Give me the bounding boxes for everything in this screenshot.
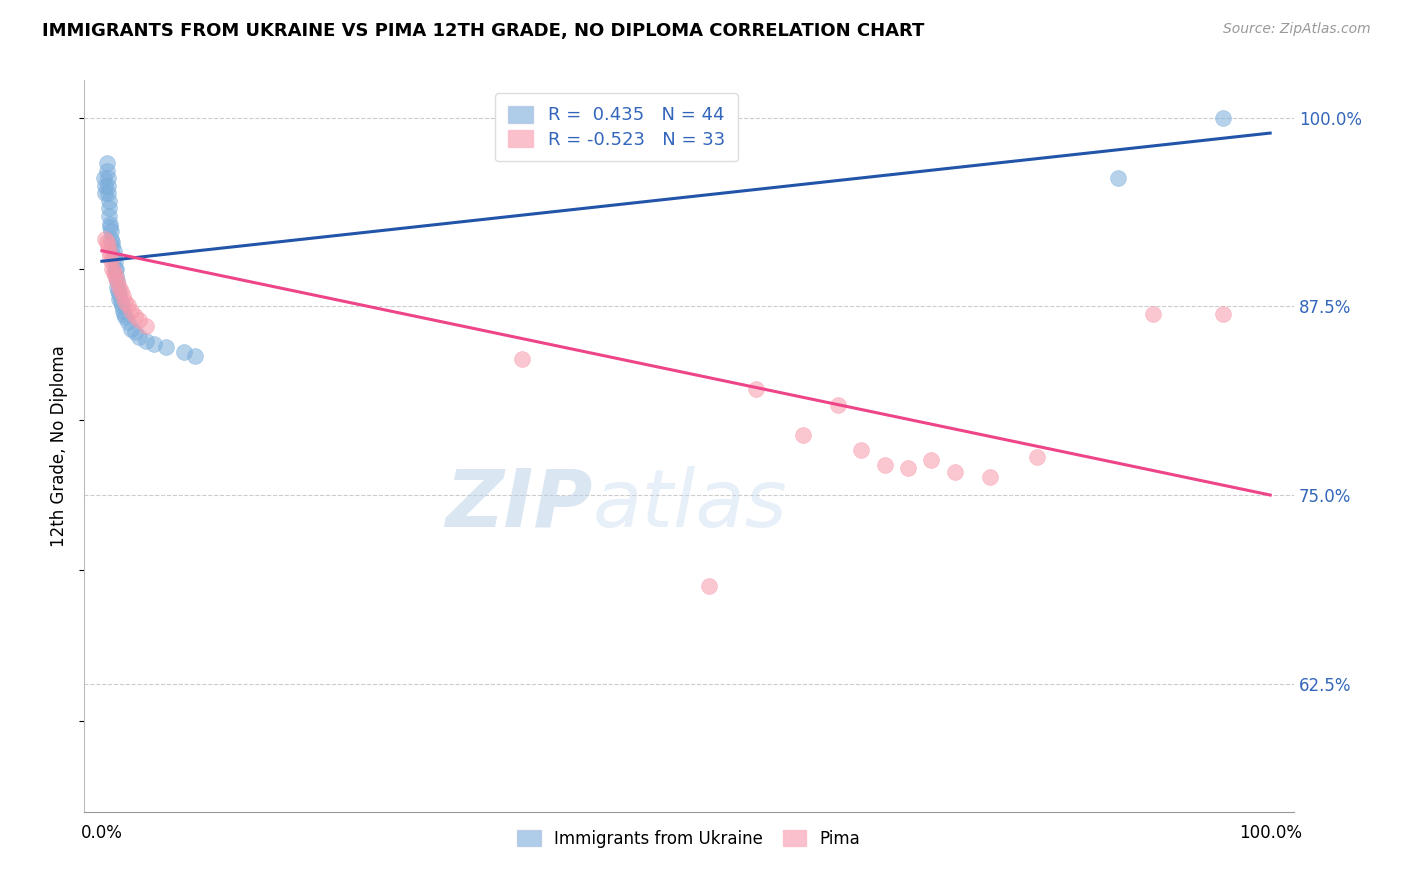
Point [97,202,120,216]
Point [111,289,134,303]
Point [94,186,117,201]
Point [97,209,120,223]
Point [104,269,127,284]
Point [97,194,120,208]
Point [110,285,132,299]
Point [108,287,131,301]
Point [135,334,157,348]
Point [96,235,118,249]
Point [100,232,122,246]
Point [104,261,127,276]
Point [98,217,121,231]
Point [1212,111,1234,125]
Point [792,427,814,442]
Point [873,458,896,472]
Point [97,239,120,253]
Point [1142,307,1164,321]
Point [97,244,120,258]
Point [112,307,135,321]
Point [155,340,177,354]
Point [135,319,157,334]
Point [110,295,132,310]
Point [117,298,139,312]
Point [117,315,139,329]
Point [111,300,134,314]
Point [104,269,127,284]
Point [100,224,122,238]
Point [1107,171,1129,186]
Point [128,313,150,327]
Point [103,265,125,279]
Point [97,186,120,201]
Text: atlas: atlas [592,466,787,543]
Point [851,442,873,457]
Text: Source: ZipAtlas.com: Source: ZipAtlas.com [1223,22,1371,37]
Text: IMMIGRANTS FROM UKRAINE VS PIMA 12TH GRADE, NO DIPLOMA CORRELATION CHART: IMMIGRANTS FROM UKRAINE VS PIMA 12TH GRA… [42,22,925,40]
Y-axis label: 12th Grade, No Diploma: 12th Grade, No Diploma [51,345,69,547]
Point [105,274,128,288]
Point [124,309,146,323]
Point [105,274,128,288]
Point [94,232,117,246]
Point [1025,450,1047,465]
Point [96,163,118,178]
Point [94,178,117,193]
Point [103,244,125,258]
Point [920,453,942,467]
Point [120,304,142,318]
Point [943,466,966,480]
Point [101,235,124,249]
Point [98,250,121,264]
Point [512,352,534,367]
Point [745,383,768,397]
Point [96,156,118,170]
Point [128,329,150,343]
Point [105,280,128,294]
Point [1212,307,1234,321]
Point [107,285,129,299]
Point [108,280,131,294]
Text: ZIP: ZIP [444,466,592,543]
Point [897,461,920,475]
Point [100,254,122,268]
Point [104,261,127,276]
Point [101,239,124,253]
Point [93,171,115,186]
Point [699,578,721,592]
Point [979,470,1001,484]
Point [101,261,124,276]
Point [111,304,134,318]
Point [108,292,131,306]
Point [827,398,849,412]
Point [98,219,121,234]
Legend: Immigrants from Ukraine, Pima: Immigrants from Ukraine, Pima [510,823,868,855]
Point [173,344,195,359]
Point [97,171,120,186]
Point [120,322,142,336]
Point [97,178,120,193]
Point [103,250,125,264]
Point [114,295,136,310]
Point [143,337,166,351]
Point [114,310,136,324]
Point [104,254,127,268]
Point [124,325,146,339]
Point [184,349,207,363]
